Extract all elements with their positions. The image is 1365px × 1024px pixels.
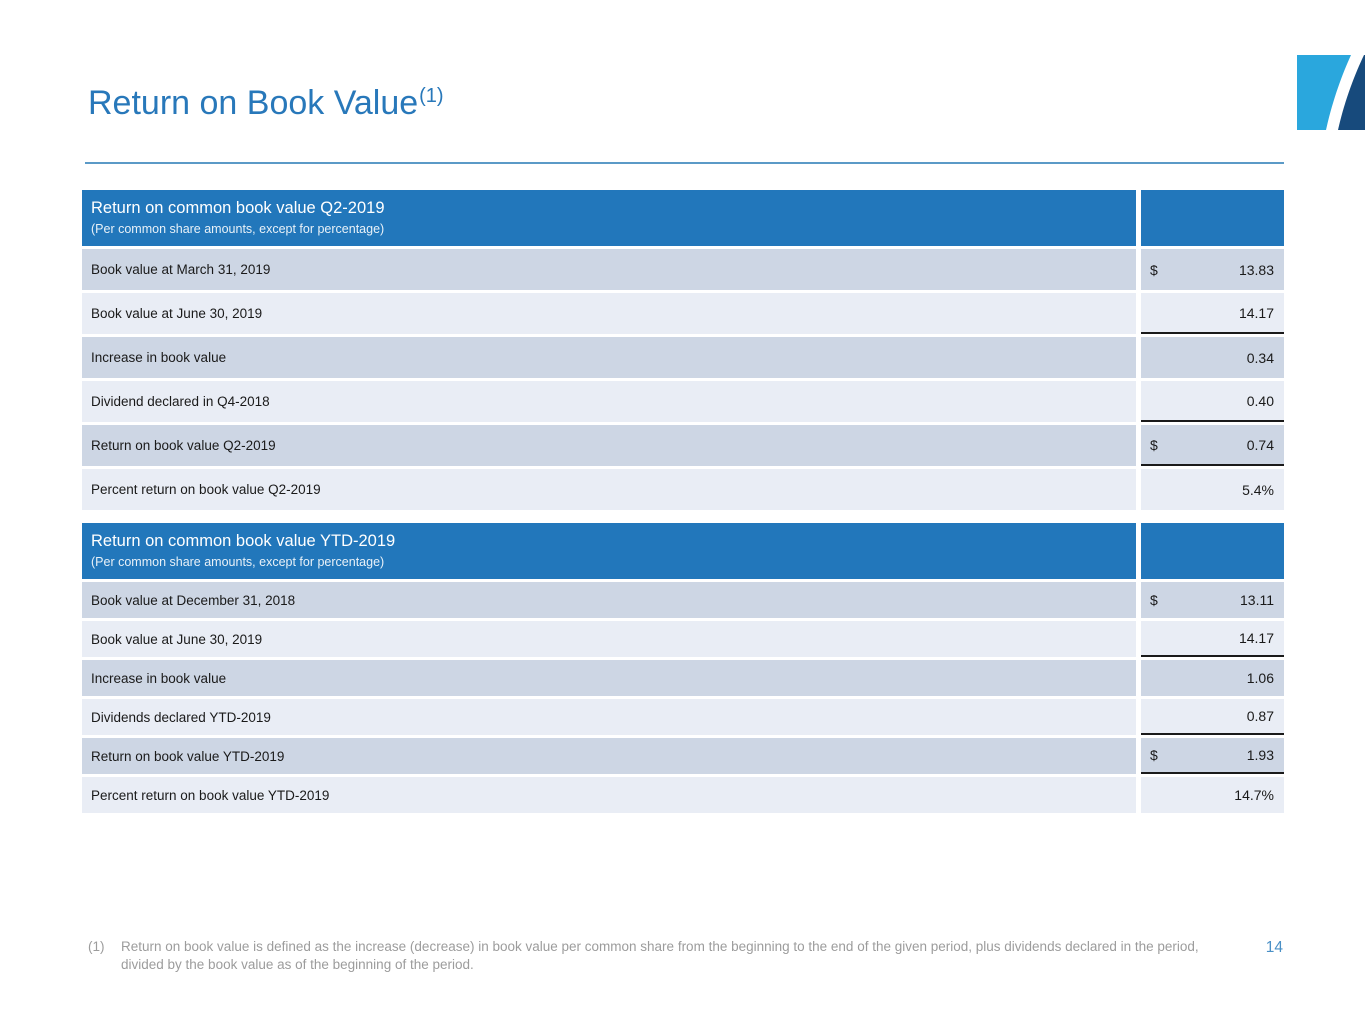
table-row: Increase in book value 1.06	[82, 660, 1284, 696]
table-header: Return on common book value Q2-2019 (Per…	[82, 190, 1284, 246]
table-row: Percent return on book value YTD-2019 14…	[82, 777, 1284, 813]
table-row: Book value at March 31, 2019 $ 13.83	[82, 249, 1284, 290]
value-number: 0.40	[1246, 392, 1274, 409]
table-header-subtitle: (Per common share amounts, except for pe…	[91, 222, 385, 236]
row-value: $ 13.11	[1141, 582, 1284, 618]
row-label: Dividends declared YTD-2019	[82, 699, 1136, 735]
row-label: Increase in book value	[82, 337, 1136, 378]
currency-symbol: $	[1150, 436, 1158, 453]
row-value: 0.87	[1141, 699, 1284, 735]
value-number: 14.17	[1238, 304, 1274, 321]
row-label: Book value at December 31, 2018	[82, 582, 1136, 618]
footnote-text: Return on book value is defined as the i…	[121, 939, 1199, 972]
row-label: Book value at March 31, 2019	[82, 249, 1136, 290]
row-value: $ 1.93	[1141, 738, 1284, 774]
footnote-marker: (1)	[88, 939, 105, 954]
row-value: 1.06	[1141, 660, 1284, 696]
slide-footer: (1) Return on book value is defined as t…	[88, 938, 1284, 974]
row-value: 5.4%	[1141, 469, 1284, 510]
table-header: Return on common book value YTD-2019 (Pe…	[82, 523, 1284, 579]
title-rule	[85, 162, 1284, 164]
table-row: Book value at June 30, 2019 14.17	[82, 293, 1284, 334]
title-footnote-reference: (1)	[419, 85, 444, 107]
masthead: Return on Book Value(1)	[82, 0, 1284, 164]
currency-symbol: $	[1150, 747, 1158, 763]
value-number: 5.4%	[1242, 481, 1274, 498]
table-header-value-cell	[1141, 523, 1284, 579]
table-row: Percent return on book value Q2-2019 5.4…	[82, 469, 1284, 510]
table-header-subtitle: (Per common share amounts, except for pe…	[91, 555, 385, 569]
page-title-text: Return on Book Value	[88, 84, 419, 122]
page-title: Return on Book Value(1)	[88, 74, 1284, 125]
row-label: Return on book value YTD-2019	[82, 738, 1136, 774]
row-label: Book value at June 30, 2019	[82, 293, 1136, 334]
table-row: Return on book value Q2-2019 $ 0.74	[82, 425, 1284, 466]
row-label: Percent return on book value YTD-2019	[82, 777, 1136, 813]
table-header-title: Return on common book value Q2-2019	[91, 199, 385, 217]
value-number: 14.17	[1238, 630, 1274, 646]
footnote: (1) Return on book value is defined as t…	[88, 938, 1284, 974]
value-number: 1.06	[1246, 670, 1274, 686]
table-row: Dividend declared in Q4-2018 0.40	[82, 381, 1284, 422]
table-header-title: Return on common book value YTD-2019	[91, 532, 396, 550]
row-value: 0.40	[1141, 381, 1284, 422]
row-label: Percent return on book value Q2-2019	[82, 469, 1136, 510]
table-row: Book value at December 31, 2018 $ 13.11	[82, 582, 1284, 618]
row-value: 14.17	[1141, 621, 1284, 657]
company-logo-icon	[1297, 55, 1365, 130]
table-row: Dividends declared YTD-2019 0.87	[82, 699, 1284, 735]
value-number: 0.34	[1246, 349, 1274, 366]
table-row: Increase in book value 0.34	[82, 337, 1284, 378]
row-value: $ 0.74	[1141, 425, 1284, 466]
row-value: 0.34	[1141, 337, 1284, 378]
row-label: Increase in book value	[82, 660, 1136, 696]
value-number: 14.7%	[1234, 787, 1274, 803]
page-number: 14	[1265, 939, 1283, 956]
value-number: 0.74	[1246, 436, 1274, 453]
currency-symbol: $	[1150, 261, 1158, 278]
row-value: $ 13.83	[1141, 249, 1284, 290]
table-ytd-2019: Return on common book value YTD-2019 (Pe…	[82, 523, 1284, 813]
value-number: 13.83	[1238, 261, 1274, 278]
row-value: 14.17	[1141, 293, 1284, 334]
table-row: Book value at June 30, 2019 14.17	[82, 621, 1284, 657]
value-number: 0.87	[1246, 708, 1274, 724]
table-header-value-cell	[1141, 190, 1284, 246]
currency-symbol: $	[1150, 592, 1158, 608]
value-number: 1.93	[1246, 747, 1274, 763]
row-label: Dividend declared in Q4-2018	[82, 381, 1136, 422]
row-value: 14.7%	[1141, 777, 1284, 813]
table-q2-2019: Return on common book value Q2-2019 (Per…	[82, 190, 1284, 510]
table-row: Return on book value YTD-2019 $ 1.93	[82, 738, 1284, 774]
row-label: Book value at June 30, 2019	[82, 621, 1136, 657]
row-label: Return on book value Q2-2019	[82, 425, 1136, 466]
value-number: 13.11	[1240, 592, 1274, 608]
